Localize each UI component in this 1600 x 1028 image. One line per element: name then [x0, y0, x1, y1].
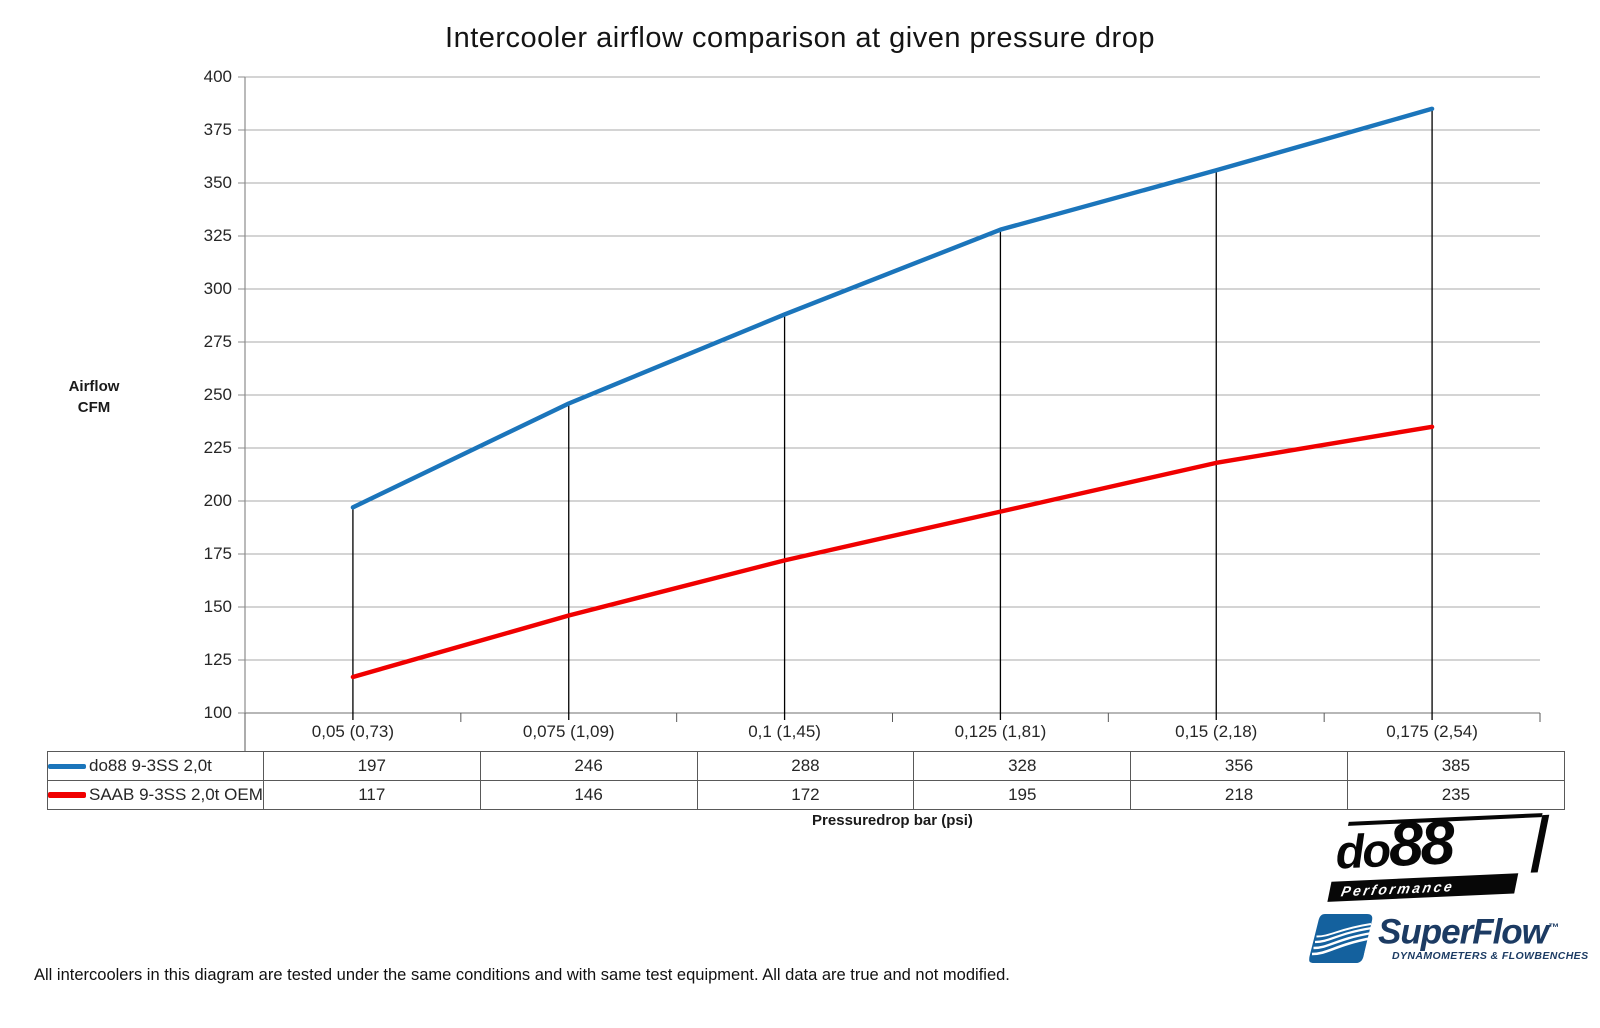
table-value-cell: 172: [696, 780, 915, 810]
y-axis-tick-label-400: 400: [203, 67, 232, 86]
legend-entry: SAAB 9-3SS 2,0t OEM: [48, 782, 263, 809]
superflow-name-text: SuperFlow: [1378, 912, 1549, 952]
y-axis-tick-label-175: 175: [203, 544, 232, 563]
do88-logo-wordmark: do88: [1334, 808, 1454, 884]
y-axis-tick-label-200: 200: [203, 491, 232, 510]
legend-line-swatch: [48, 792, 86, 798]
series-line-do88-9-3ss-2-0t: [350, 106, 1435, 510]
y-axis-tick-label-250: 250: [203, 385, 232, 404]
superflow-text-column: SuperFlow™ DYNAMOMETERS & FLOWBENCHES: [1378, 910, 1588, 962]
y-axis-tick-label-350: 350: [203, 173, 232, 192]
do88-logo-text-do: do: [1334, 823, 1391, 879]
legend-entry: do88 9-3SS 2,0t: [48, 753, 262, 780]
superflow-logo: SuperFlow™ DYNAMOMETERS & FLOWBENCHES: [1308, 910, 1588, 966]
table-value-cell: 385: [1347, 751, 1565, 781]
legend-cell-2: SAAB 9-3SS 2,0t OEM: [47, 780, 264, 810]
table-value-cell: 288: [696, 751, 915, 781]
x-axis-category-label-4: 0,125 (1,81): [954, 722, 1047, 741]
y-axis-title: Airflow CFM: [42, 376, 146, 418]
table-row-2: SAAB 9-3SS 2,0t OEM 117 146 172 195 218 235: [47, 780, 1565, 810]
x-axis-category-label-2: 0,075 (1,09): [522, 722, 615, 741]
do88-logo-text-88: 88: [1387, 808, 1454, 881]
superflow-tagline: DYNAMOMETERS & FLOWBENCHES: [1392, 949, 1589, 962]
table-value-cell: 197: [262, 751, 481, 781]
x-axis-category-label-1: 0,05 (0,73): [311, 722, 395, 741]
legend-line-swatch: [48, 763, 86, 769]
legend-cell-1: do88 9-3SS 2,0t: [47, 751, 264, 781]
table-value-cell: 195: [913, 780, 1132, 810]
y-axis-tick-label-150: 150: [203, 597, 232, 616]
legend-series-name: do88 9-3SS 2,0t: [89, 756, 212, 775]
y-axis-tick-label-225: 225: [203, 438, 232, 457]
y-axis-title-line2: CFM: [77, 399, 111, 416]
y-axis-tick-label-325: 325: [203, 226, 232, 245]
table-value-cell: 356: [1130, 751, 1348, 781]
y-axis-tick-label-275: 275: [203, 332, 232, 351]
y-axis-tick-label-375: 375: [203, 120, 232, 139]
table-value-cell: 218: [1130, 780, 1348, 810]
table-value-cell: 146: [479, 780, 698, 810]
chart-data-table: do88 9-3SS 2,0t 197 246 288 328 356 385 SAAB 9-…: [47, 751, 1565, 810]
table-value-cell: 235: [1347, 780, 1565, 810]
table-row-1: do88 9-3SS 2,0t 197 246 288 328 356 385: [47, 751, 1565, 781]
superflow-wordmark: SuperFlow™: [1378, 910, 1588, 951]
superflow-trademark-symbol: ™: [1547, 922, 1559, 934]
footer-disclaimer: All intercoolers in this diagram are tes…: [34, 966, 1010, 984]
chart-title: Intercooler airflow comparison at given …: [445, 22, 1155, 54]
x-axis-category-label-6: 0,175 (2,54): [1386, 722, 1478, 741]
table-value-cell: 117: [262, 780, 481, 810]
do88-performance-logo: do88 Performance: [1326, 808, 1550, 903]
x-axis-category-label-5: 0,15 (2,18): [1175, 722, 1258, 741]
x-axis-category-label-3: 0,1 (1,45): [748, 722, 821, 741]
table-value-cell: 328: [913, 751, 1132, 781]
y-axis-tick-label-100: 100: [203, 703, 232, 722]
plot-area: [238, 76, 1541, 751]
y-axis-title-line1: Airflow: [68, 378, 120, 395]
x-axis-title: Pressuredrop bar (psi): [812, 812, 973, 829]
legend-series-name: SAAB 9-3SS 2,0t OEM: [89, 785, 263, 804]
superflow-flow-icon: [1309, 914, 1373, 963]
y-axis-tick-label-300: 300: [203, 279, 232, 298]
y-axis-tick-label-125: 125: [203, 650, 232, 669]
table-value-cell: 246: [479, 751, 698, 781]
series-line-saab-9-3ss-2-0t-oem: [350, 424, 1435, 680]
